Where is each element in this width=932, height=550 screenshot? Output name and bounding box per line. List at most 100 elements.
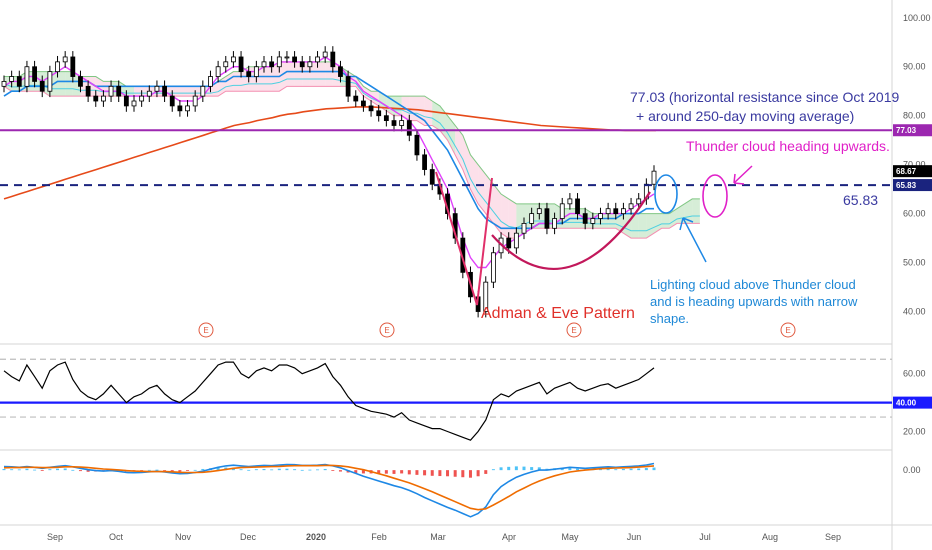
- earnings-marker[interactable]: E: [379, 322, 395, 338]
- price-tick-label: 50.00: [903, 258, 926, 268]
- candle-up: [621, 208, 626, 215]
- macd-histogram-bar: [415, 470, 419, 475]
- candle-up: [200, 85, 206, 97]
- time-tick-label: Nov: [175, 532, 192, 542]
- earnings-label: E: [203, 326, 208, 335]
- macd-histogram-bar: [86, 470, 90, 472]
- cloud-segment: [325, 61, 333, 87]
- support-note: 65.83: [843, 192, 878, 208]
- macd-histogram-bar: [63, 468, 67, 471]
- rsi-tick-label: 60.00: [903, 369, 926, 379]
- cloud-segment: [669, 208, 677, 229]
- macd-histogram-bar: [438, 470, 442, 477]
- macd-histogram-bar: [491, 469, 495, 471]
- candle-down: [575, 198, 580, 215]
- earnings-circle-icon[interactable]: [566, 322, 582, 338]
- candle-up: [154, 85, 160, 92]
- candle-down: [292, 56, 297, 63]
- candle-up: [521, 223, 527, 234]
- candle-down: [345, 76, 351, 97]
- macd-histogram-bar: [484, 470, 488, 474]
- earnings-marker[interactable]: E: [566, 322, 582, 338]
- rsi-line: [3, 361, 655, 441]
- macd-histogram-bar: [400, 470, 404, 474]
- price-tag-box: [893, 124, 932, 137]
- resistance-note-line1: 77.03 (horizontal resistance since Oct 2…: [630, 89, 899, 105]
- macd-histogram-bar: [254, 469, 258, 471]
- macd-histogram-bar: [392, 470, 396, 474]
- lightning-note-line3: shape.: [650, 311, 689, 326]
- candle-down: [70, 56, 76, 77]
- candle-down: [429, 169, 435, 185]
- candle-up: [208, 76, 213, 87]
- price-tick-label: 100.00: [903, 13, 931, 23]
- macd-histogram-bar: [270, 469, 274, 471]
- candle-up: [223, 61, 229, 68]
- macd-histogram-bar: [537, 467, 541, 471]
- horizontal-levels: [0, 129, 892, 187]
- earnings-circle-icon[interactable]: [780, 322, 796, 338]
- macd-histogram-bar: [316, 469, 320, 471]
- cloud-segment: [478, 164, 486, 214]
- adam-eve-drawing: [435, 165, 753, 306]
- candle-down: [383, 115, 389, 121]
- time-tick-label: Aug: [762, 532, 778, 542]
- macd-histogram-bar: [170, 470, 174, 472]
- candle-down: [414, 134, 420, 156]
- candle-up: [636, 198, 642, 205]
- candle-down: [85, 85, 91, 97]
- price-tick-label: 40.00: [903, 307, 926, 317]
- macd-histogram-bar: [461, 470, 465, 478]
- macd-tick-label: 0.00: [903, 465, 921, 475]
- cloud-segment: [134, 86, 142, 97]
- macd-histogram-bar: [163, 470, 167, 471]
- candle-down: [353, 95, 359, 102]
- macd-histogram-bar: [468, 470, 472, 478]
- candle-up: [651, 170, 657, 185]
- earnings-marker[interactable]: E: [198, 322, 214, 338]
- candle-up: [529, 213, 535, 224]
- macd-histogram-bar: [576, 468, 580, 471]
- time-tick-label: Mar: [430, 532, 446, 542]
- macd-histogram-bar: [568, 468, 572, 471]
- macd-histogram-bar: [384, 470, 388, 474]
- earnings-marker[interactable]: E: [780, 322, 796, 338]
- macd-histogram-bar: [377, 470, 381, 474]
- price-tick-label: 70.00: [903, 160, 926, 170]
- candle-down: [406, 120, 412, 136]
- ichimoku-cloud: [3, 61, 700, 239]
- candle-up: [628, 203, 634, 210]
- macd-histogram-bar: [514, 466, 518, 471]
- macd-histogram-bar: [147, 469, 151, 471]
- candle-down: [78, 76, 83, 87]
- macd-histogram-bar: [247, 469, 251, 471]
- macd-histogram-bar: [507, 466, 511, 471]
- candle-up: [315, 56, 320, 63]
- candle-down: [330, 51, 336, 68]
- macd-histogram-bar: [560, 468, 564, 471]
- macd-histogram-bar: [262, 468, 266, 471]
- candle-down: [16, 76, 22, 87]
- cloud-segment: [317, 61, 326, 87]
- macd-histogram-bar: [71, 469, 75, 471]
- lightning-note-line1: Lighting cloud above Thunder cloud: [650, 277, 856, 292]
- candle-down: [39, 81, 45, 92]
- macd-histogram-bar: [239, 469, 243, 471]
- macd-histogram-bar: [629, 468, 633, 471]
- candle-up: [491, 252, 496, 283]
- candle-down: [391, 120, 397, 126]
- time-tick-label: Apr: [502, 532, 516, 542]
- resistance-note-line2: + around 250-day moving average): [636, 108, 854, 124]
- macd-histogram-bar: [652, 467, 656, 471]
- lightning-note-line2: and is heading upwards with narrow: [650, 294, 858, 309]
- earnings-circle-icon[interactable]: [379, 322, 395, 338]
- macd-histogram-bar: [331, 470, 335, 471]
- macd-histogram-bar: [644, 468, 648, 471]
- macd-histogram-bar: [56, 468, 60, 471]
- time-tick-label: Dec: [240, 532, 257, 542]
- candle-down: [177, 105, 183, 112]
- cloud-segment: [654, 213, 662, 234]
- cloud-segment: [447, 115, 456, 155]
- cloud-segment: [126, 86, 134, 97]
- earnings-circle-icon[interactable]: [198, 322, 214, 338]
